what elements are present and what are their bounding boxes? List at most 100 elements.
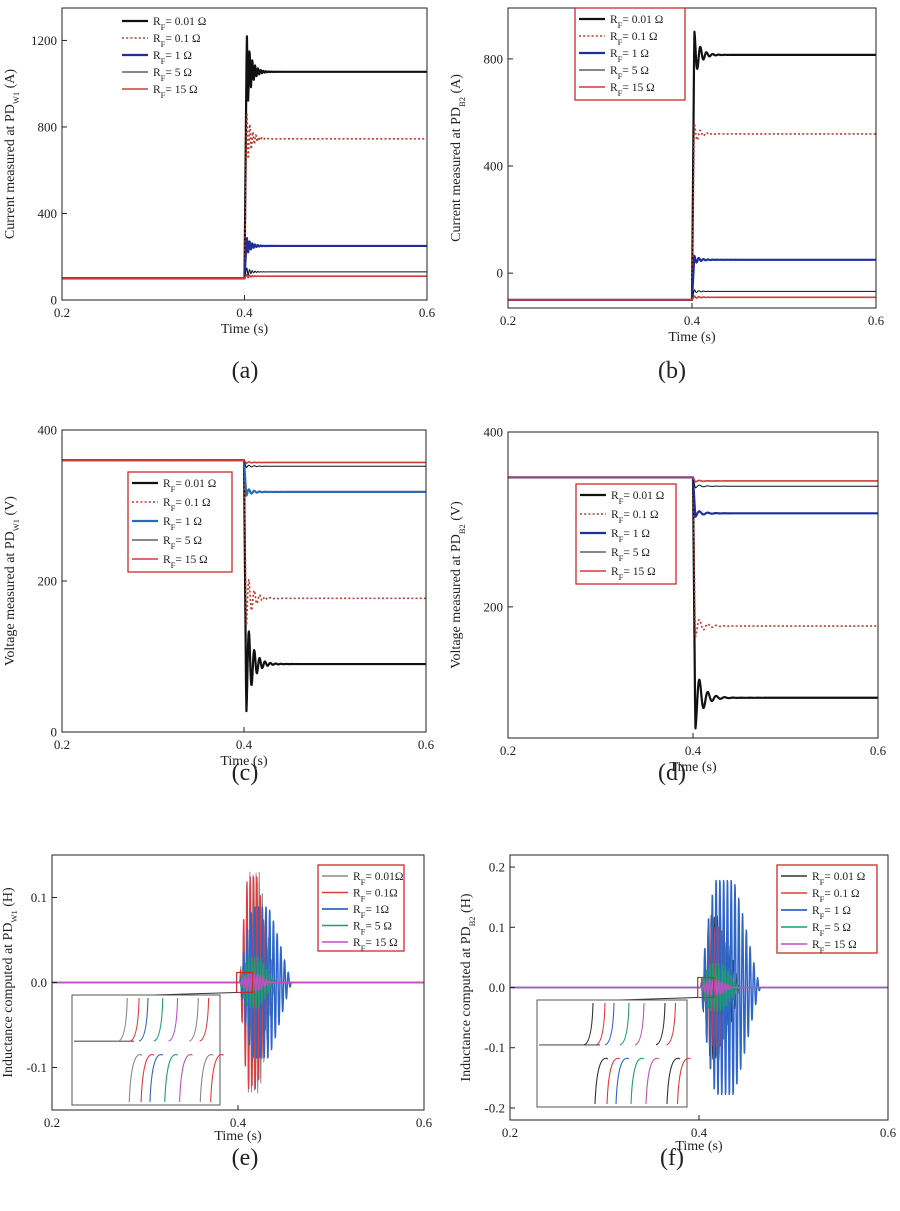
legend-label: RF= 0.01 Ω — [610, 14, 663, 30]
chart-d: 0.2 0.4 0.6 200 400 Time (s) Voltage measured … — [449, 425, 887, 787]
caption-b: (b) — [658, 358, 686, 384]
x-tick-label: 0.4 — [685, 743, 702, 758]
legend-label: RF= 0.01Ω — [353, 871, 403, 887]
legend-label: RF= 0.1 Ω — [812, 888, 860, 904]
x-tick-label: 0.4 — [236, 737, 253, 752]
series-line-e-4 — [52, 973, 424, 992]
x-axis-label: Time (s) — [668, 330, 716, 345]
plot-area — [62, 459, 426, 713]
legend-label: RF= 0.01 Ω — [812, 871, 865, 887]
x-axis-label: Time (s) — [221, 322, 269, 337]
x-tick-label: 0.2 — [502, 1125, 518, 1140]
legend-label: RF= 5 Ω — [812, 922, 851, 938]
y-axis-label: Current measured at PDB2 (A) — [449, 74, 467, 242]
legend-label: RF= 1 Ω — [153, 50, 192, 66]
caption-c: (c) — [232, 760, 259, 786]
chart-f: 0.2 0.4 0.6 -0.2 -0.1 0.0 0.1 0.2 Time (s) Induct… — [459, 854, 897, 1171]
plot-area — [52, 871, 424, 1094]
y-axis-label-main: Inductance computed at PD — [1, 923, 16, 1078]
y-tick-label: 0.1 — [31, 890, 47, 905]
legend: RF= 0.01 ΩRF= 0.1 ΩRF= 1 ΩRF= 5 ΩRF= 15 … — [127, 471, 233, 573]
y-axis-label-sub: W1 — [9, 910, 19, 922]
legend-label: RF= 5 Ω — [353, 921, 392, 937]
legend-label: RF= 15 Ω — [163, 554, 208, 570]
y-tick-label: 400 — [38, 423, 58, 438]
y-axis-label-unit: (H) — [459, 893, 474, 916]
inset-curve — [117, 997, 143, 1103]
y-tick-label: 0.0 — [31, 975, 47, 990]
y-axis-label: Voltage measured at PDB2 (V) — [449, 501, 467, 669]
y-tick-label: 400 — [484, 425, 504, 440]
inset-curve — [189, 997, 214, 1103]
legend-label: RF= 15 Ω — [610, 82, 655, 98]
x-tick-label: 0.6 — [418, 737, 435, 752]
legend-label: RF= 1 Ω — [611, 528, 650, 544]
chart-c: 0.2 0.4 0.6 0 200 400 Time (s) Voltage measured… — [3, 423, 435, 787]
inset-frame — [536, 999, 688, 1108]
inset-curve — [153, 997, 179, 1103]
inset-curve — [655, 1002, 681, 1105]
legend-label: RF= 0.01 Ω — [163, 478, 216, 494]
y-axis-label-sub: B2 — [457, 524, 467, 534]
x-tick-label: 0.4 — [691, 1125, 708, 1140]
inset-curve — [199, 997, 224, 1103]
caption-e: (e) — [232, 1145, 259, 1171]
y-axis-label-unit: (A) — [3, 69, 18, 92]
y-tick-label: 0.2 — [489, 860, 505, 875]
y-tick-label: 800 — [484, 51, 504, 66]
legend-label: RF= 0.01 Ω — [153, 16, 206, 32]
plot-area — [508, 476, 878, 730]
legend-box — [317, 864, 405, 952]
zoom-marker — [697, 976, 715, 999]
inset-curve — [583, 1002, 609, 1105]
legend-label: RF= 5 Ω — [163, 535, 202, 551]
y-axis-label-main: Voltage measured at PD — [3, 531, 18, 666]
inset-curve — [634, 1002, 660, 1105]
x-tick-label: 0.6 — [419, 305, 436, 320]
series-line-b-4 — [508, 295, 876, 301]
legend-label: RF= 15 Ω — [153, 84, 198, 100]
legend-label: RF= 15 Ω — [812, 939, 857, 955]
legend-label: RF= 0.1 Ω — [611, 509, 659, 525]
y-axis-label-sub: W1 — [11, 92, 21, 104]
legend-label: RF= 15 Ω — [611, 566, 656, 582]
inset-curve — [604, 1002, 630, 1105]
legend-label: RF= 0.1 Ω — [610, 31, 658, 47]
y-tick-label: -0.2 — [484, 1100, 505, 1115]
y-tick-label: 0.1 — [489, 920, 505, 935]
inset-curve — [168, 997, 193, 1103]
inset-curve — [666, 1002, 691, 1105]
y-tick-label: -0.1 — [26, 1060, 47, 1075]
inset-curve — [129, 997, 155, 1103]
legend-label: RF= 0.01 Ω — [611, 490, 664, 506]
y-axis-label: Current measured at PDW1 (A) — [3, 69, 21, 239]
legend: RF= 0.01 Ω RF= 0.1 Ω RF= 1 Ω RF= 5 Ω RF= 15 … — [575, 483, 677, 585]
x-tick-label: 0.6 — [868, 313, 885, 328]
x-tick-label: 0.2 — [54, 737, 70, 752]
legend-label: RF= 5 Ω — [611, 547, 650, 563]
y-tick-label: 1200 — [31, 33, 57, 48]
y-tick-label: 0 — [51, 725, 58, 740]
legend: RF= 0.01 ΩRF= 0.1 ΩRF= 1 ΩRF= 5 ΩRF= 15 … — [574, 7, 686, 101]
x-axis-label: Time (s) — [220, 754, 268, 769]
chart-b: 0.2 0.4 0.6 0 400 800 Time (s) Current measured… — [449, 7, 885, 384]
series-line-c-4 — [62, 459, 426, 464]
y-axis-label-unit: (V) — [3, 496, 18, 519]
zoom-inset — [71, 971, 254, 1106]
x-tick-label: 0.2 — [44, 1115, 60, 1130]
x-tick-label: 0.6 — [870, 743, 887, 758]
legend-box — [776, 864, 878, 954]
plot-area — [508, 30, 876, 302]
y-tick-label: 200 — [38, 574, 58, 589]
inset-curve — [619, 1002, 645, 1105]
series-line-f-4 — [510, 979, 888, 996]
y-tick-label: 400 — [38, 206, 58, 221]
legend-label: RF= 1 Ω — [163, 516, 202, 532]
x-axis-label: Time (s) — [669, 760, 717, 775]
caption-a: (a) — [232, 358, 259, 384]
inset-frame — [71, 994, 221, 1106]
inset-curve — [138, 997, 164, 1103]
caption-f: (f) — [660, 1145, 684, 1171]
series-line-d-4 — [508, 476, 878, 483]
